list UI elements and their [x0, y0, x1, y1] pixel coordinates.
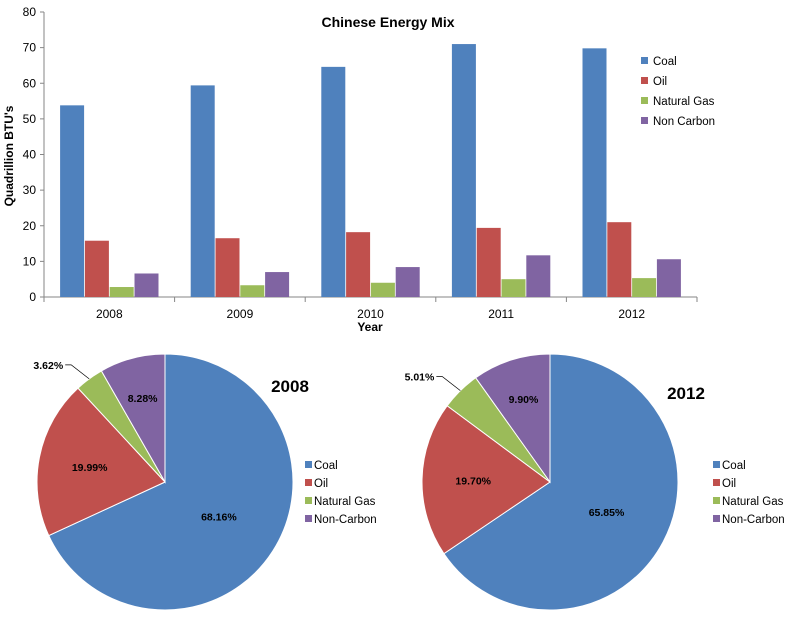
y-axis-title: Quadrillion BTU's — [2, 105, 16, 206]
bar-oil — [215, 238, 240, 297]
y-tick-label: 0 — [29, 290, 36, 304]
bar-legend: Coal Oil Natural Gas Non Carbon — [641, 56, 715, 128]
bar-oil — [84, 240, 109, 297]
pie-slice-non-carbon — [475, 353, 551, 484]
bar-natural-gas — [501, 279, 526, 297]
legend-swatch — [641, 77, 648, 84]
y-tick-label: 20 — [23, 219, 37, 233]
pie-leader-line — [436, 376, 461, 391]
legend-swatch — [713, 497, 720, 504]
pie-2008-title: 2008 — [271, 377, 309, 396]
bar-natural-gas — [109, 287, 134, 297]
pie-data-label: 65.85% — [589, 507, 625, 519]
legend-label: Oil — [722, 478, 736, 490]
legend-label: Natural Gas — [722, 496, 784, 508]
pie-2012-title: 2012 — [667, 384, 705, 403]
legend-swatch — [305, 461, 312, 468]
legend-swatch — [305, 497, 312, 504]
y-tick-label: 80 — [23, 5, 37, 19]
pie-data-label: 68.16% — [201, 512, 237, 524]
bar-non-carbon — [526, 255, 551, 297]
legend-swatch — [305, 479, 312, 486]
bar-non-carbon — [656, 259, 681, 297]
pie-2008-legend: Coal Oil Natural Gas Non-Carbon — [305, 460, 377, 526]
pie-leader-line — [65, 364, 90, 380]
pie-chart-2008: 2008 68.16% 19.99% 3.62% 8.28% Coal Oil Natur… — [33, 353, 377, 611]
legend-label: Natural Gas — [653, 96, 715, 108]
legend-swatch — [641, 117, 648, 124]
pie-2012-slices — [421, 353, 679, 611]
bar-non-carbon — [265, 272, 290, 297]
pie-data-label: 5.01% — [405, 372, 435, 384]
legend-label: Oil — [653, 76, 667, 88]
bar-marks — [60, 44, 681, 298]
bar-natural-gas — [370, 282, 395, 297]
pie-slice-oil — [36, 387, 166, 537]
pie-slice-oil — [421, 405, 551, 555]
pie-data-label: 9.90% — [509, 394, 539, 406]
bar-coal — [321, 66, 346, 297]
legend-label: Natural Gas — [314, 496, 376, 508]
y-tick-label: 30 — [23, 183, 37, 197]
legend-swatch — [713, 461, 720, 468]
legend-label: Non-Carbon — [314, 514, 377, 526]
pie-2012-legend: Coal Oil Natural Gas Non-Carbon — [713, 460, 785, 526]
legend-swatch — [305, 515, 312, 522]
bar-chart: Chinese Energy Mix Quadrillion BTU's Yea… — [2, 5, 715, 334]
bar-coal — [451, 44, 476, 297]
pie-data-label: 19.99% — [72, 462, 108, 474]
x-ticks: 2008 2009 2010 2011 2012 — [43, 297, 698, 321]
x-tick-label: 2008 — [96, 307, 123, 321]
legend-swatch — [641, 57, 648, 64]
pie-data-label: 3.62% — [33, 360, 63, 372]
pie-data-label: 8.28% — [128, 393, 158, 405]
pie-data-label: 19.70% — [455, 475, 491, 487]
bar-non-carbon — [134, 273, 159, 297]
bar-oil — [476, 227, 501, 297]
x-tick-label: 2010 — [357, 307, 384, 321]
bar-natural-gas — [632, 278, 657, 297]
pie-2008-slices — [36, 353, 294, 611]
pie-slice-coal — [48, 353, 294, 611]
bar-chart-title: Chinese Energy Mix — [321, 14, 454, 30]
pie-slice-coal — [443, 353, 679, 611]
pie-slice-non-carbon — [100, 353, 166, 484]
legend-label: Coal — [314, 460, 338, 472]
y-ticks: 0 10 20 30 40 50 60 70 80 — [23, 5, 44, 304]
legend-label: Oil — [314, 478, 328, 490]
y-tick-label: 40 — [23, 148, 37, 162]
y-tick-label: 10 — [23, 254, 37, 268]
legend-label: Coal — [653, 56, 677, 68]
legend-label: Non-Carbon — [722, 514, 785, 526]
bar-coal — [60, 105, 85, 298]
x-axis-title: Year — [357, 320, 383, 334]
pie-2008-labels: 68.16% 19.99% 3.62% 8.28% — [33, 360, 237, 524]
bar-coal — [190, 85, 215, 297]
y-tick-label: 70 — [23, 41, 37, 55]
x-tick-label: 2009 — [227, 307, 254, 321]
bar-coal — [582, 48, 607, 298]
bar-oil — [346, 232, 371, 297]
x-tick-label: 2012 — [618, 307, 645, 321]
pie-chart-2012: 2012 65.85% 19.70% 5.01% 9.90% Coal Oil Natur… — [405, 353, 785, 611]
x-tick-label: 2011 — [488, 307, 514, 321]
legend-label: Non Carbon — [653, 116, 715, 128]
bar-natural-gas — [240, 285, 265, 297]
y-tick-label: 50 — [23, 112, 37, 126]
y-tick-label: 60 — [23, 76, 37, 90]
bar-non-carbon — [395, 267, 420, 297]
legend-swatch — [713, 515, 720, 522]
legend-swatch — [713, 479, 720, 486]
bar-oil — [607, 222, 632, 297]
pie-2012-labels: 65.85% 19.70% 5.01% 9.90% — [405, 372, 625, 519]
legend-swatch — [641, 97, 648, 104]
legend-label: Coal — [722, 460, 746, 472]
